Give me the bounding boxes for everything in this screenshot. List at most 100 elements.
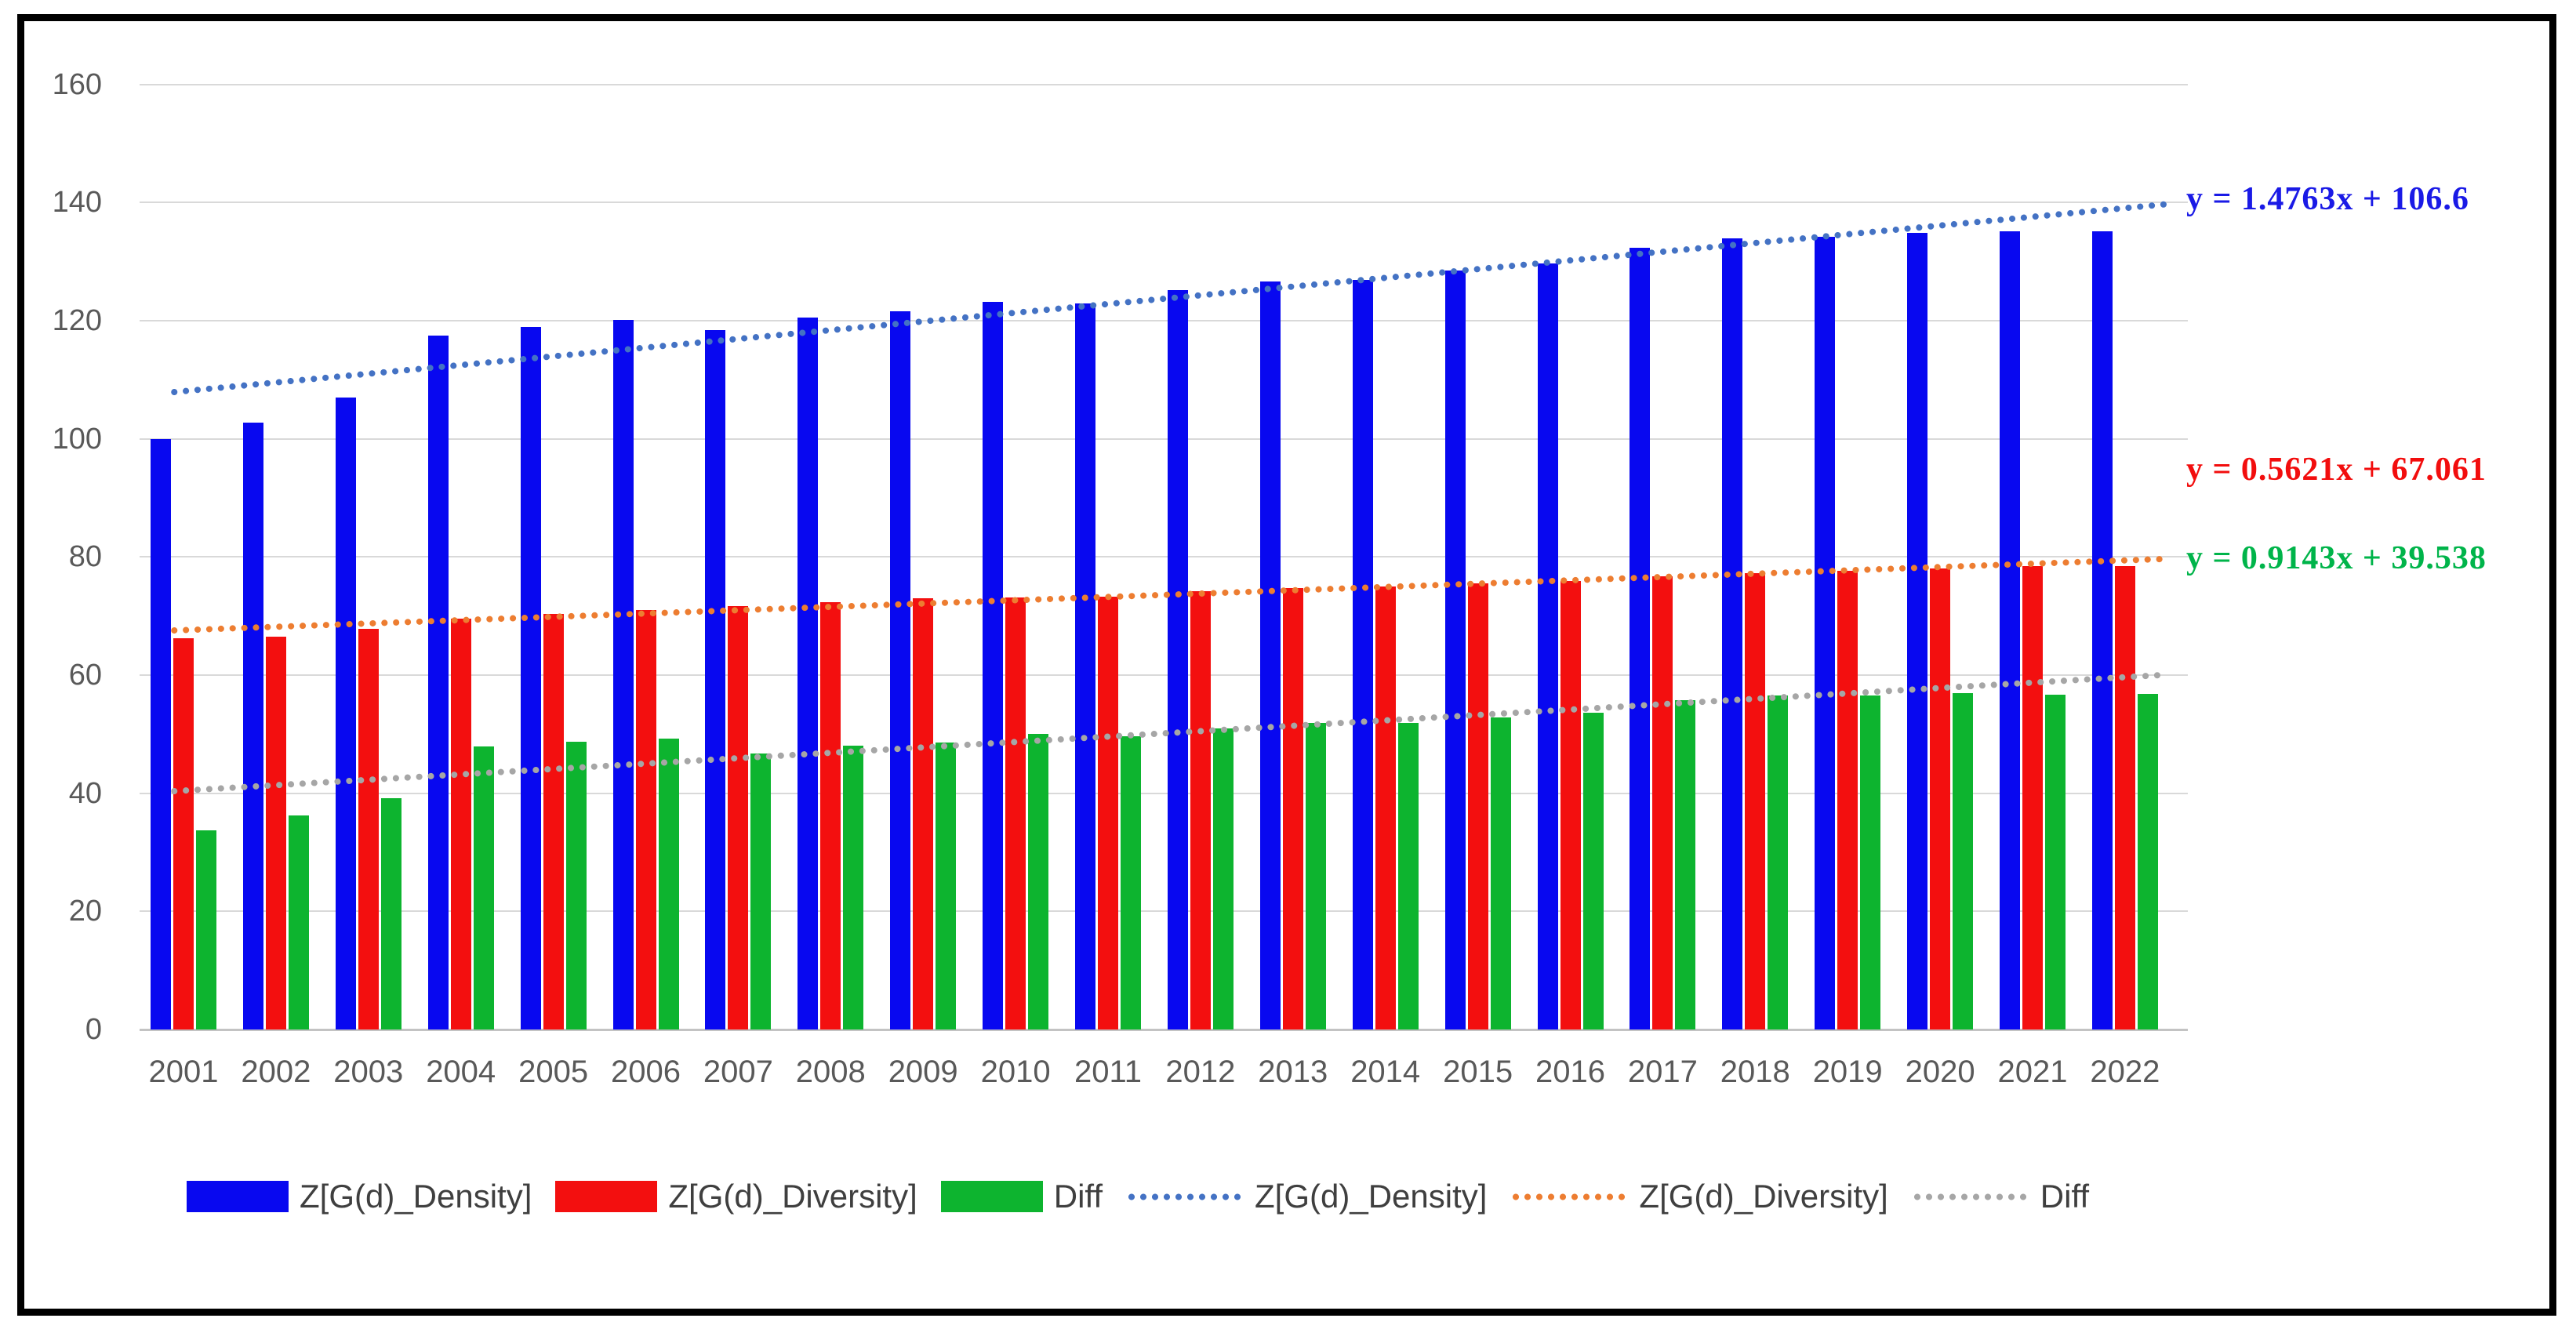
legend-swatch-icon — [940, 1181, 1043, 1212]
legend-item-trendline-diff: Diff — [1911, 1176, 2089, 1217]
legend-dotted-line-icon — [1510, 1193, 1629, 1200]
bar-diff-2015 — [1490, 717, 1511, 1030]
bar-z-g-d-density-2020 — [1907, 232, 1928, 1030]
bar-diff-2014 — [1397, 723, 1419, 1030]
x-tick-label-2022: 2022 — [2090, 1055, 2160, 1089]
bar-z-g-d-density-2005 — [520, 326, 541, 1030]
bar-z-g-d-density-2013 — [1259, 281, 1281, 1030]
x-tick-label-2001: 2001 — [148, 1055, 219, 1089]
bar-z-g-d-density-2006 — [612, 319, 634, 1030]
bar-diff-2020 — [1953, 693, 1974, 1030]
bar-diff-2004 — [473, 746, 494, 1030]
equation-diversity: y = 0.5621x + 67.061 — [2186, 452, 2487, 488]
bar-diff-2012 — [1212, 728, 1234, 1030]
gridline-40 — [140, 792, 2188, 794]
x-tick-label-2007: 2007 — [703, 1055, 773, 1089]
bar-diff-2005 — [565, 742, 587, 1030]
bar-diff-2001 — [196, 830, 216, 1030]
bar-z-g-d-density-2018 — [1722, 238, 1743, 1030]
y-tick-label-40: 40 — [68, 776, 102, 810]
bar-z-g-d-density-2009 — [890, 311, 911, 1030]
bar-diff-2013 — [1305, 723, 1326, 1030]
bar-z-g-d-density-2003 — [335, 398, 356, 1030]
x-tick-label-2003: 2003 — [333, 1055, 404, 1089]
bar-z-g-d-density-2007 — [705, 330, 726, 1030]
gridline-60 — [140, 674, 2188, 677]
legend-item-trendline-z-g-d-density: Z[G(d)_Density] — [1126, 1176, 1487, 1217]
x-tick-label-2015: 2015 — [1443, 1055, 1513, 1089]
bar-z-g-d-diversity-2002 — [265, 637, 286, 1030]
trendline-z-g-d-density — [171, 201, 2170, 396]
bar-z-g-d-density-2019 — [1815, 237, 1836, 1030]
bar-z-g-d-diversity-2003 — [358, 629, 379, 1030]
bar-z-g-d-density-2002 — [242, 423, 263, 1030]
bar-z-g-d-density-2004 — [427, 335, 449, 1030]
bar-z-g-d-diversity-2006 — [635, 610, 656, 1030]
bar-z-g-d-diversity-2014 — [1375, 586, 1396, 1030]
gridline-20 — [140, 910, 2188, 913]
y-tick-label-0: 0 — [85, 1013, 102, 1046]
bar-diff-2002 — [288, 815, 309, 1030]
y-tick-label-100: 100 — [52, 422, 102, 456]
bar-diff-2006 — [658, 739, 679, 1030]
legend-label: Z[G(d)_Density] — [300, 1178, 532, 1215]
y-tick-label-160: 160 — [52, 67, 102, 101]
legend-item-bar-diff: Diff — [940, 1176, 1103, 1217]
legend-swatch-icon — [187, 1181, 289, 1212]
bar-diff-2018 — [1768, 695, 1789, 1030]
bar-z-g-d-density-2012 — [1167, 289, 1188, 1030]
bar-z-g-d-diversity-2011 — [1098, 596, 1118, 1030]
bar-diff-2019 — [1860, 695, 1881, 1030]
bar-diff-2011 — [1121, 735, 1141, 1030]
bar-z-g-d-density-2017 — [1630, 247, 1651, 1030]
bar-z-g-d-diversity-2022 — [2114, 566, 2135, 1030]
bar-z-g-d-diversity-2021 — [2022, 565, 2043, 1030]
x-tick-label-2019: 2019 — [1812, 1055, 1883, 1089]
gridline-100 — [140, 438, 2188, 440]
gridline-160 — [140, 83, 2188, 85]
x-tick-label-2021: 2021 — [1997, 1055, 2068, 1089]
x-tick-label-2009: 2009 — [888, 1055, 958, 1089]
y-tick-label-60: 60 — [68, 659, 102, 692]
bar-z-g-d-diversity-2018 — [1745, 572, 1766, 1030]
bar-z-g-d-diversity-2019 — [1837, 570, 1858, 1030]
x-tick-label-2020: 2020 — [1905, 1055, 1975, 1089]
gridline-140 — [140, 202, 2188, 204]
x-tick-label-2014: 2014 — [1350, 1055, 1421, 1089]
chart-legend: Z[G(d)_Density] Z[G(d)_Diversity] Diff Z[G(… — [187, 1175, 2113, 1218]
bar-z-g-d-diversity-2007 — [728, 605, 749, 1030]
bar-z-g-d-density-2016 — [1537, 263, 1558, 1030]
x-tick-label-2004: 2004 — [426, 1055, 496, 1089]
x-tick-label-2016: 2016 — [1535, 1055, 1605, 1089]
bar-z-g-d-density-2022 — [2091, 231, 2113, 1030]
legend-item-bar-z-g-d-diversity: Z[G(d)_Diversity] — [555, 1176, 917, 1217]
x-tick-label-2010: 2010 — [980, 1055, 1051, 1089]
legend-label: Z[G(d)_Diversity] — [668, 1178, 917, 1215]
x-tick-label-2008: 2008 — [795, 1055, 866, 1089]
legend-swatch-icon — [555, 1181, 658, 1212]
x-tick-label-2012: 2012 — [1165, 1055, 1236, 1089]
x-tick-label-2017: 2017 — [1627, 1055, 1698, 1089]
bar-z-g-d-diversity-2008 — [820, 601, 841, 1030]
bar-z-g-d-density-2011 — [1075, 303, 1095, 1030]
gridline-120 — [140, 320, 2188, 322]
legend-dotted-line-icon — [1126, 1193, 1244, 1200]
y-tick-label-80: 80 — [68, 540, 102, 574]
x-tick-label-2006: 2006 — [611, 1055, 681, 1089]
bar-z-g-d-diversity-2016 — [1560, 580, 1581, 1030]
x-tick-label-2011: 2011 — [1074, 1055, 1142, 1089]
bar-z-g-d-density-2021 — [2000, 231, 2020, 1030]
legend-label: Z[G(d)_Diversity] — [1639, 1178, 1888, 1215]
bar-z-g-d-diversity-2005 — [543, 614, 564, 1030]
bar-diff-2008 — [843, 745, 864, 1030]
x-tick-label-2002: 2002 — [241, 1055, 311, 1089]
legend-label: Diff — [1053, 1178, 1103, 1215]
trendline-z-g-d-diversity — [171, 555, 2170, 634]
bar-z-g-d-diversity-2009 — [913, 598, 934, 1030]
bar-diff-2022 — [2137, 694, 2158, 1030]
legend-label: Z[G(d)_Density] — [1255, 1178, 1488, 1215]
gridline-0 — [140, 1029, 2188, 1031]
y-tick-label-120: 120 — [52, 304, 102, 338]
